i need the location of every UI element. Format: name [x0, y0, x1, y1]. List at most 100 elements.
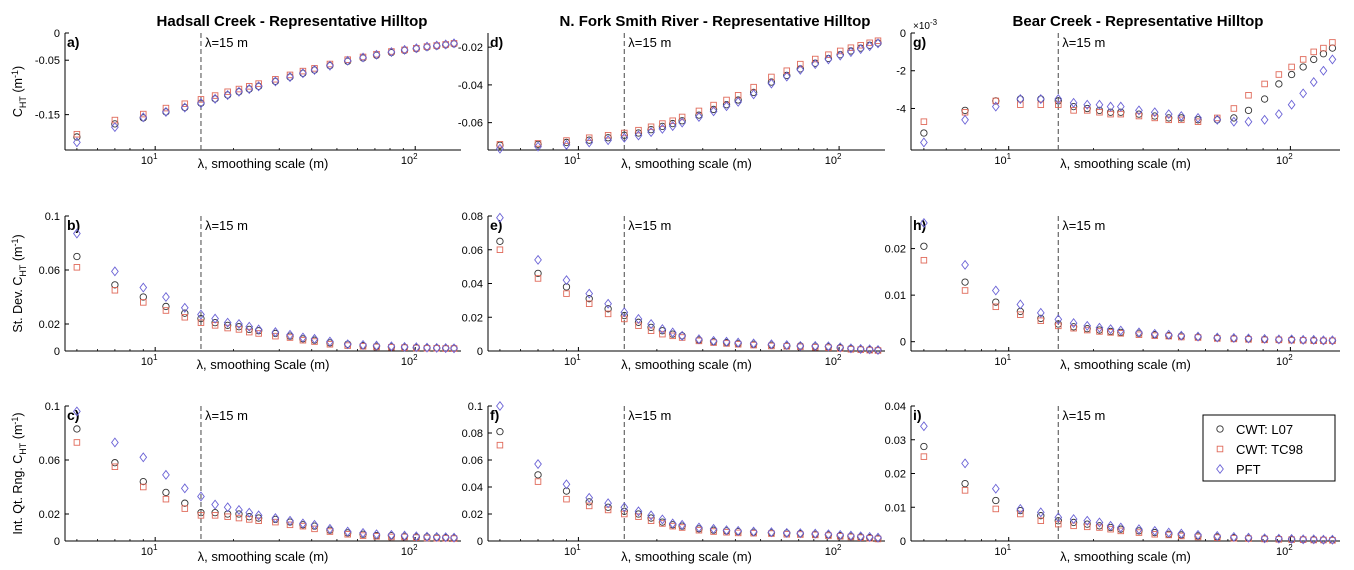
- data-point: [659, 330, 666, 338]
- legend-marker-circle: [1216, 425, 1224, 433]
- data-point: [874, 532, 882, 543]
- data-point: [181, 505, 189, 512]
- data-point: [197, 314, 205, 323]
- data-point: [1070, 324, 1077, 332]
- data-point: [1310, 48, 1317, 56]
- data-point: [1106, 324, 1115, 335]
- data-point: [992, 97, 1000, 105]
- data-point: [1287, 533, 1296, 545]
- legend-marker-diamond: [1216, 463, 1224, 475]
- data-point: [1054, 512, 1063, 523]
- data-point: [224, 88, 231, 96]
- data-point: [604, 132, 612, 139]
- data-point: [111, 463, 119, 471]
- data-point: [1245, 92, 1252, 99]
- y-tick-label: 0: [477, 346, 483, 358]
- y-tick-label: -4: [896, 103, 906, 115]
- data-point: [1135, 524, 1143, 535]
- x-axis-label: λ, smoothing scale (m): [1060, 549, 1191, 564]
- data-point: [585, 295, 593, 303]
- data-point: [847, 343, 855, 354]
- data-point: [224, 324, 231, 332]
- data-point: [695, 522, 703, 533]
- x-tick-label: 102: [401, 152, 418, 167]
- data-point: [359, 52, 367, 63]
- data-point: [1135, 112, 1143, 120]
- data-point: [496, 212, 504, 223]
- series-2: [920, 217, 1337, 346]
- data-point: [299, 522, 307, 530]
- y-tick-label: 0: [900, 28, 906, 40]
- data-point: [604, 498, 612, 509]
- data-point: [496, 141, 504, 148]
- y-tick-label: 0.01: [885, 290, 906, 302]
- data-point: [1261, 80, 1268, 88]
- data-point: [1260, 95, 1269, 103]
- data-point: [856, 343, 865, 355]
- data-point: [1150, 107, 1159, 118]
- series-1: [73, 439, 458, 542]
- data-point: [874, 37, 882, 44]
- data-point: [811, 340, 820, 351]
- data-point: [111, 459, 119, 467]
- data-point: [585, 134, 593, 141]
- y-tick-label: -0.06: [458, 118, 483, 130]
- y-tick-label: 0.02: [39, 509, 60, 521]
- data-point: [286, 515, 294, 526]
- data-point: [255, 330, 262, 337]
- data-point: [635, 513, 642, 520]
- data-point: [441, 532, 450, 543]
- panel-label: f): [490, 407, 499, 423]
- data-point: [1069, 102, 1078, 111]
- panel-d: -0.02 -0.04 -0.06 101 102 λ, smoothing scale …: [458, 33, 885, 171]
- data-point: [866, 39, 873, 47]
- data-point: [1095, 322, 1104, 333]
- data-point: [286, 521, 294, 529]
- data-point: [669, 332, 676, 340]
- data-point: [1299, 88, 1308, 99]
- series-2: [920, 54, 1337, 148]
- series-2: [496, 38, 882, 154]
- data-point: [824, 529, 833, 540]
- y-tick-label: -0.02: [458, 42, 483, 54]
- data-point: [1299, 534, 1308, 545]
- data-point: [634, 506, 643, 517]
- data-point: [1151, 114, 1159, 122]
- data-point: [782, 71, 791, 82]
- series-0: [496, 427, 882, 542]
- data-point: [496, 427, 504, 436]
- data-point: [562, 479, 571, 490]
- panel-label: e): [490, 217, 502, 233]
- panel-g: 0 -2 -4 101 102 λ, smoothing scale (m) g) λ=15 …: [896, 18, 1340, 171]
- data-point: [562, 275, 571, 286]
- data-point: [604, 135, 612, 146]
- data-point: [920, 118, 928, 125]
- data-point: [1069, 97, 1078, 108]
- panel-label: c): [67, 407, 79, 423]
- data-point: [1083, 320, 1092, 331]
- data-point: [1036, 307, 1045, 318]
- data-point: [223, 89, 232, 101]
- data-point: [310, 64, 319, 76]
- data-point: [245, 84, 254, 95]
- data-point: [620, 311, 628, 320]
- data-point: [245, 321, 254, 332]
- data-point: [961, 479, 969, 488]
- data-point: [197, 309, 205, 320]
- y-tick-label: 0.02: [39, 319, 60, 331]
- data-point: [856, 531, 865, 542]
- data-point: [1107, 329, 1114, 336]
- data-point: [140, 299, 147, 306]
- x-tick-label: 101: [994, 353, 1011, 368]
- y-tick-label: 0.1: [45, 401, 60, 413]
- data-point: [343, 55, 352, 66]
- data-point: [811, 55, 819, 63]
- y-axis-label: Int. Qt. Rng. CHT (m-1): [10, 412, 28, 534]
- data-point: [286, 73, 294, 81]
- x-axis-label: λ, smoothing scale (m): [198, 156, 329, 171]
- data-point: [372, 49, 381, 60]
- y-tick-label: 0: [900, 536, 906, 548]
- data-point: [847, 47, 855, 58]
- data-point: [235, 85, 243, 93]
- data-point: [139, 112, 148, 123]
